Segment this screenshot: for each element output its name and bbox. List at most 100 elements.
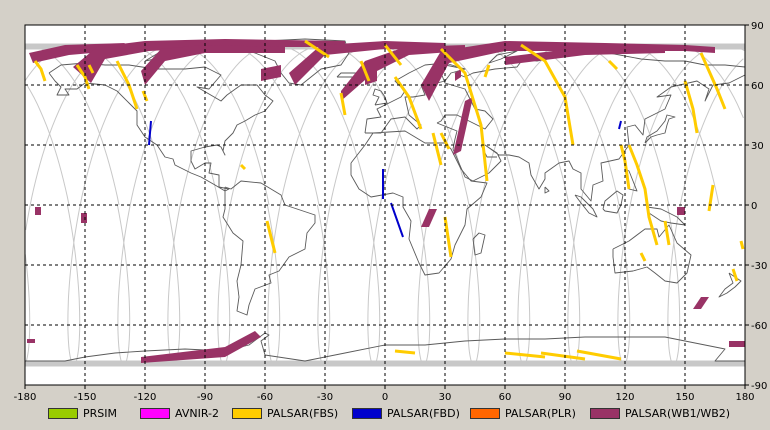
legend-item-palsar-wb: PALSAR(WB1/WB2) (590, 406, 730, 420)
orbit-track (616, 44, 745, 366)
y-tick-label: 30 (751, 141, 764, 152)
fbs-swath (439, 47, 489, 182)
legend-item-avnir2: AVNIR-2 (140, 406, 219, 420)
x-tick-label: -150 (74, 392, 97, 400)
x-tick-label: 30 (439, 392, 452, 400)
wb-swath (693, 297, 709, 309)
y-tick-label: 60 (751, 81, 764, 92)
x-tick-label: -120 (134, 392, 157, 400)
wb-swath (35, 207, 41, 215)
fbs-swath (265, 220, 277, 254)
x-tick-label: 90 (559, 392, 572, 400)
fbs-swath (383, 44, 403, 66)
fbs-swath (540, 351, 586, 361)
legend-label: PALSAR(FBD) (387, 406, 460, 420)
coastline-asia (436, 48, 746, 202)
fbs-swath (683, 80, 699, 134)
orbit-track (666, 58, 744, 366)
x-tick-label: 120 (615, 392, 634, 400)
fbd-swath (618, 120, 622, 130)
fbs-swath (607, 59, 619, 71)
fbs-swath (393, 76, 423, 130)
fbs-swath (33, 60, 47, 82)
coastline-africa (350, 130, 488, 276)
legend-swatch (232, 407, 262, 419)
fbs-swath (87, 64, 95, 74)
coastline-britain (372, 88, 388, 106)
wb-swath (289, 41, 445, 85)
y-tick-label: -90 (751, 381, 767, 392)
wb-swath (341, 45, 465, 101)
legend-label: PALSAR(WB1/WB2) (625, 406, 731, 420)
fbs-swath (739, 240, 745, 250)
legend-item-palsar-fbs: PALSAR(FBS) (232, 406, 338, 420)
fbs-swath (359, 60, 371, 82)
fbs-swath (504, 351, 546, 359)
x-tick-label: -90 (197, 392, 213, 400)
legend-swatch (352, 407, 382, 419)
wb-swath (421, 209, 437, 227)
fbs-swath (520, 43, 575, 146)
fbd-swath (390, 202, 404, 238)
fbs-swath (483, 64, 491, 78)
fbs-swath (141, 90, 149, 102)
orbit-track (316, 44, 520, 366)
wb-swath (261, 65, 281, 81)
coastline-sumatra (574, 194, 598, 218)
fbs-swath (576, 349, 622, 361)
observation-map: -180 -150 -120 -90 -60 -30 0 30 60 90 120 150 180 90… (13, 21, 768, 400)
y-tick-label: 0 (751, 201, 757, 212)
fbs-swath (627, 144, 659, 246)
wb-swath (453, 97, 473, 155)
x-axis-ticks: -180 -150 -120 -90 -60 -30 0 30 60 90 120 150 180 (14, 385, 755, 400)
wb-swath (421, 41, 715, 101)
legend: PRSIM AVNIR-2 PALSAR(FBS) PALSAR(FBD) PA… (0, 400, 770, 426)
legend-swatch (140, 407, 170, 419)
x-tick-label: 150 (675, 392, 694, 400)
y-tick-label: 90 (751, 21, 764, 32)
coastline-madagascar (472, 232, 486, 256)
wb-swath (73, 39, 345, 83)
coastline-south-america (222, 180, 316, 316)
coastline-sri-lanka (544, 186, 550, 194)
fbs-swath (639, 252, 647, 262)
legend-item-palsar-fbd: PALSAR(FBD) (352, 406, 460, 420)
fbs-swath (239, 163, 247, 171)
wb-swath (141, 331, 261, 363)
wb-swath (81, 213, 87, 223)
wb-swath (729, 341, 745, 347)
fbs-swath (619, 144, 631, 190)
orbit-track (116, 44, 320, 366)
wb-swath (455, 69, 461, 81)
orbit-track (416, 44, 620, 366)
coastline-new-guinea (646, 206, 686, 226)
orbit-track (27, 85, 70, 206)
x-tick-label: 180 (735, 392, 754, 400)
y-axis-ticks: 90 60 30 0 -30 -60 -90 (745, 21, 767, 392)
coastline-new-zealand (718, 272, 742, 298)
wb-swath (677, 207, 685, 215)
x-tick-label: -60 (257, 392, 273, 400)
fbs-swath (431, 132, 443, 166)
coastline-north-america (48, 62, 274, 192)
legend-swatch (470, 407, 500, 419)
legend-label: AVNIR-2 (175, 406, 219, 420)
fbs-swath (443, 216, 453, 258)
legend-swatch (48, 407, 78, 419)
x-tick-label: 0 (382, 392, 388, 400)
legend-swatch (590, 407, 620, 419)
fbs-swath (304, 39, 330, 59)
y-tick-label: -60 (751, 321, 767, 332)
fbs-swath (731, 268, 739, 282)
wb-swath (141, 45, 285, 85)
coastline-japan (644, 114, 676, 144)
fbs-swath (339, 92, 347, 116)
coastline-greenland (238, 38, 350, 86)
legend-label: PALSAR(FBS) (267, 406, 339, 420)
legend-label: PRSIM (83, 406, 117, 420)
fbs-swath (663, 220, 671, 246)
orbit-track (266, 44, 470, 366)
plot-area (24, 24, 746, 386)
fbd-swath (148, 120, 152, 146)
legend-label: PALSAR(PLR) (505, 406, 576, 420)
